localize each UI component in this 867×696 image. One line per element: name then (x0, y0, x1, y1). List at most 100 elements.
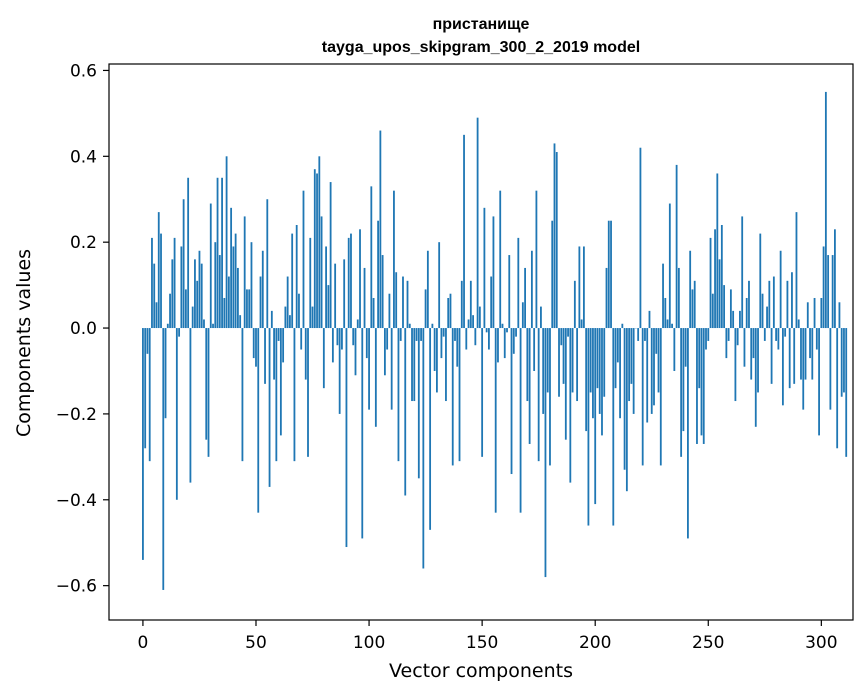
bar-60 (277, 328, 280, 341)
bar-300 (820, 297, 823, 329)
bar-168 (521, 302, 524, 329)
bar-27 (203, 319, 205, 329)
bar-211 (619, 328, 621, 419)
bar-245 (696, 328, 698, 444)
bar-221 (641, 328, 644, 466)
bar-88 (341, 328, 343, 350)
bar-153 (488, 328, 490, 350)
bar-91 (347, 237, 350, 329)
bar-129 (433, 328, 436, 371)
bar-228 (657, 328, 660, 393)
bar-20 (187, 177, 190, 329)
bar-160 (503, 328, 506, 359)
bar-61 (279, 328, 282, 436)
bar-181 (551, 220, 554, 329)
bar-202 (598, 328, 601, 414)
bar-115 (402, 276, 404, 329)
bar-227 (655, 328, 658, 354)
bar-280 (775, 328, 778, 341)
y-tick-label: 0.4 (70, 147, 97, 167)
bar-214 (625, 328, 628, 492)
bar-6 (155, 302, 158, 329)
bar-71 (302, 190, 305, 329)
bar-287 (791, 272, 793, 329)
x-tick-label: 250 (692, 633, 724, 653)
bar-288 (793, 328, 796, 384)
bar-225 (650, 328, 653, 414)
bar-117 (406, 280, 409, 329)
bar-43 (239, 315, 242, 329)
bar-193 (578, 246, 581, 329)
bar-64 (286, 276, 289, 329)
bar-65 (289, 315, 291, 329)
bar-217 (632, 328, 635, 414)
bar-48 (250, 242, 253, 329)
bar-252 (711, 293, 714, 329)
bar-283 (781, 328, 784, 406)
bar-155 (492, 216, 495, 329)
bar-7 (157, 212, 160, 329)
bar-62 (282, 328, 285, 363)
bar-309 (840, 328, 843, 397)
bar-85 (334, 263, 337, 329)
bar-131 (438, 242, 441, 329)
bar-270 (752, 328, 755, 359)
bar-33 (216, 177, 219, 329)
bar-241 (687, 328, 689, 539)
bar-8 (160, 233, 162, 329)
bar-94 (354, 328, 357, 376)
bar-278 (770, 328, 773, 384)
bar-52 (259, 276, 262, 329)
bar-133 (442, 328, 445, 337)
bar-112 (395, 272, 398, 329)
bar-1 (144, 328, 147, 449)
bar-279 (772, 276, 775, 329)
bar-170 (526, 328, 529, 402)
bar-246 (698, 328, 701, 389)
bar-235 (673, 328, 676, 371)
bar-267 (745, 297, 748, 329)
bar-237 (677, 267, 680, 329)
bar-150 (481, 328, 484, 457)
bar-307 (836, 328, 839, 449)
bar-276 (766, 306, 768, 329)
bar-63 (284, 306, 287, 329)
bar-248 (702, 328, 705, 444)
bar-77 (316, 173, 318, 329)
bar-66 (291, 233, 294, 329)
bar-108 (386, 328, 389, 350)
bar-126 (426, 250, 429, 329)
plot-frame (108, 63, 854, 621)
bar-172 (530, 250, 533, 329)
bar-157 (497, 328, 499, 363)
bar-73 (307, 328, 309, 457)
bar-113 (397, 328, 400, 462)
y-tick-label: −0.4 (56, 491, 97, 511)
bar-3 (148, 328, 151, 462)
bar-79 (320, 216, 323, 329)
bar-175 (537, 328, 540, 462)
bar-50 (255, 328, 257, 367)
bar-204 (603, 328, 606, 397)
bar-4 (151, 237, 153, 329)
bar-264 (739, 310, 741, 329)
bar-255 (718, 259, 721, 329)
bar-199 (592, 328, 594, 419)
bar-69 (298, 293, 300, 329)
bar-295 (809, 328, 811, 359)
bar-192 (576, 328, 579, 402)
bar-141 (460, 280, 463, 329)
bar-128 (431, 323, 434, 329)
bar-310 (843, 328, 845, 393)
bar-301 (822, 246, 825, 329)
bar-116 (404, 328, 407, 496)
bar-154 (490, 276, 493, 329)
bar-275 (763, 328, 766, 341)
bar-51 (257, 328, 260, 513)
bar-series (142, 91, 848, 590)
bar-268 (748, 280, 750, 329)
bar-190 (571, 328, 574, 393)
bar-240 (684, 328, 687, 367)
bar-233 (668, 203, 671, 329)
bar-208 (612, 328, 615, 526)
